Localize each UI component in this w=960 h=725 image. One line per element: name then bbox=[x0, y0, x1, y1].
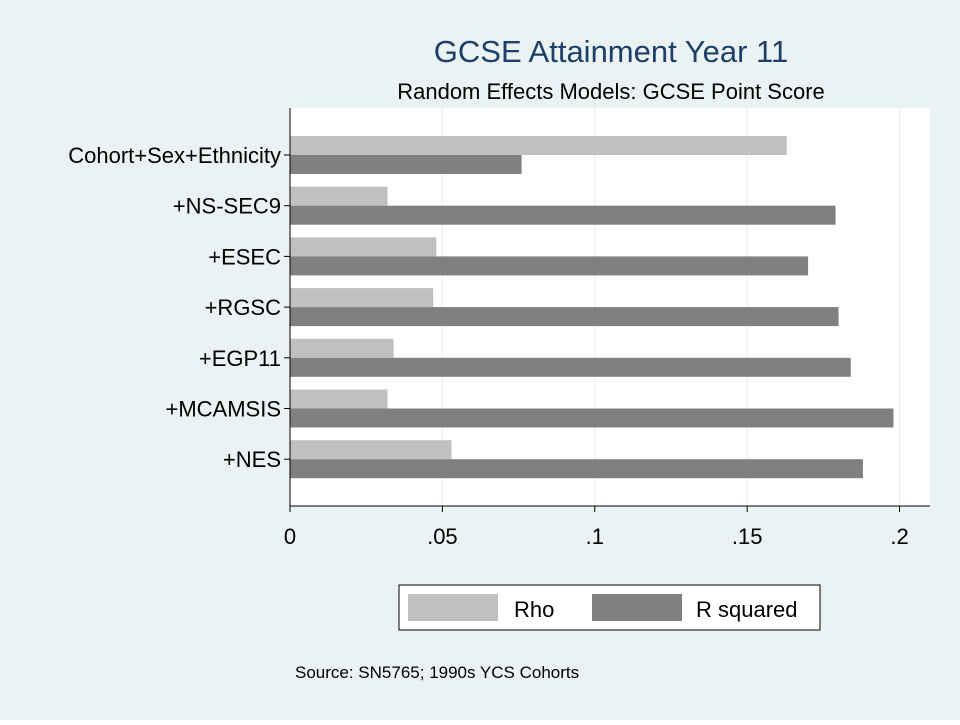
x-tick-label: .05 bbox=[427, 524, 458, 549]
y-axis-categories: Cohort+Sex+Ethnicity +NS-SEC9 +ESEC +RGSC +E… bbox=[68, 143, 290, 472]
bar-r-squared bbox=[290, 307, 839, 327]
bar-rho bbox=[290, 440, 452, 460]
bar-r-squared bbox=[290, 408, 894, 428]
legend: Rho R squared bbox=[398, 584, 821, 631]
category-label: +NES bbox=[223, 447, 281, 472]
x-tick-label: .1 bbox=[586, 524, 604, 549]
bar-rho bbox=[290, 288, 434, 308]
x-tick-label: .15 bbox=[732, 524, 763, 549]
category-label: Cohort+Sex+Ethnicity bbox=[68, 143, 281, 168]
x-tick-label: 0 bbox=[284, 524, 296, 549]
bar-rho bbox=[290, 186, 388, 206]
bar-rho bbox=[290, 136, 787, 155]
x-tick-label: .2 bbox=[890, 524, 908, 549]
category-label: +MCAMSIS bbox=[165, 397, 281, 422]
bar-r-squared bbox=[290, 205, 836, 225]
legend-swatch-rho bbox=[408, 594, 498, 621]
legend-swatch-r-squared bbox=[592, 594, 682, 621]
gridlines bbox=[441, 108, 901, 506]
bar-rho bbox=[290, 338, 394, 358]
category-label: +NS-SEC9 bbox=[173, 194, 281, 219]
source-note: Source: SN5765; 1990s YCS Cohorts bbox=[295, 663, 579, 682]
legend-label-rho: Rho bbox=[514, 597, 554, 622]
bar-r-squared bbox=[290, 459, 863, 479]
category-label: +EGP11 bbox=[199, 346, 281, 371]
bar-r-squared bbox=[290, 357, 851, 377]
bar-rho bbox=[290, 237, 437, 257]
chart-title: GCSE Attainment Year 11 bbox=[434, 34, 788, 69]
legend-label-r-squared: R squared bbox=[696, 597, 798, 622]
category-label: +ESEC bbox=[208, 244, 281, 269]
x-axis-ticks: 0 .05 .1 .15 .2 bbox=[284, 506, 909, 549]
bar-r-squared bbox=[290, 256, 809, 276]
category-label: +RGSC bbox=[205, 295, 282, 320]
bar-r-squared bbox=[290, 155, 522, 174]
bars bbox=[290, 136, 894, 479]
chart-subtitle: Random Effects Models: GCSE Point Score bbox=[397, 79, 825, 104]
bar-rho bbox=[290, 389, 388, 409]
